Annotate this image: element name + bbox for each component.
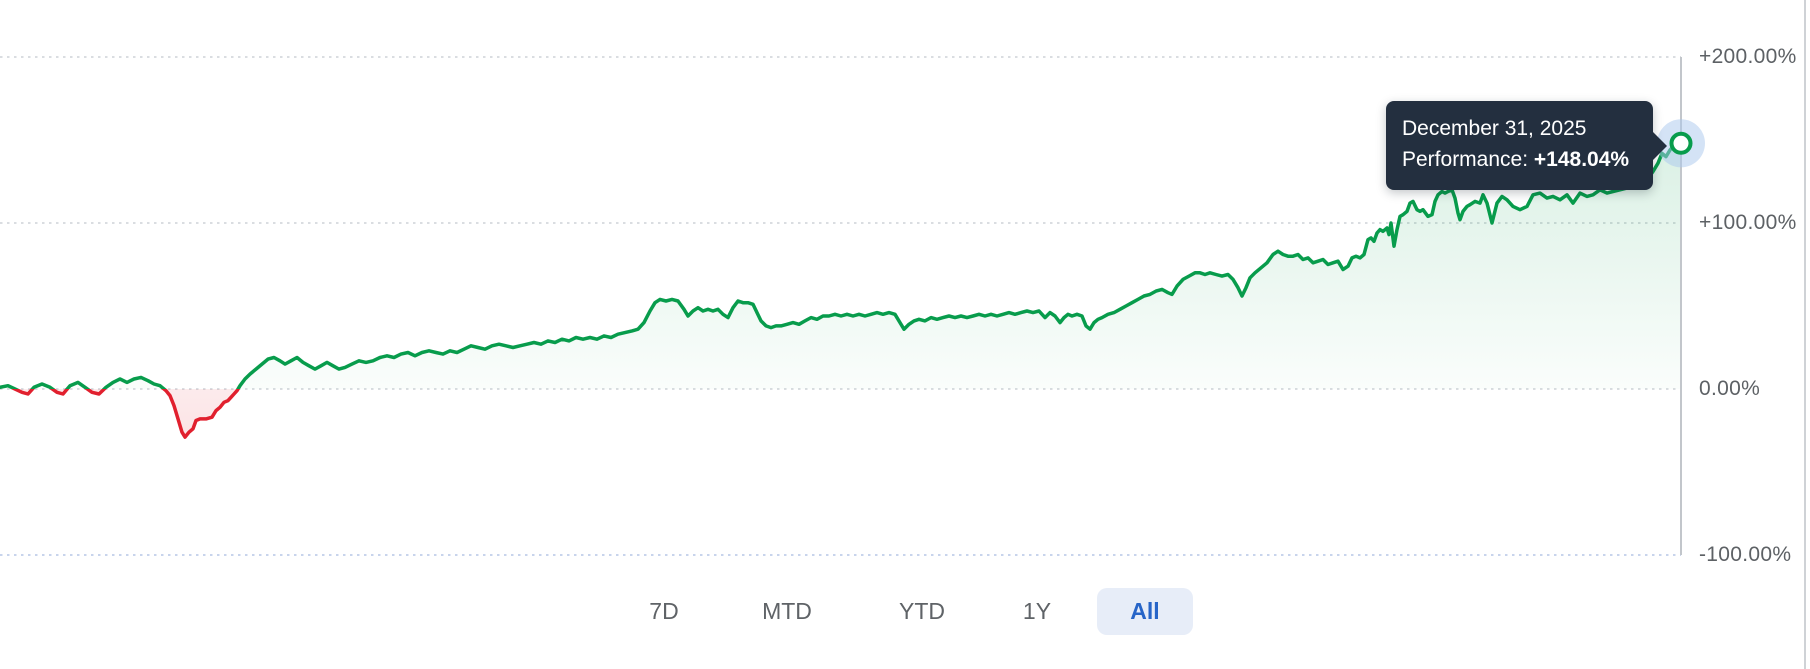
chart-tooltip: December 31, 2025 Performance: +148.04% <box>1386 101 1667 190</box>
y-axis-label-200: +200.00% <box>1699 45 1797 68</box>
range-selector: 7D MTD YTD 1Y All <box>0 588 1810 635</box>
range-button-7d[interactable]: 7D <box>649 598 679 624</box>
range-button-1y[interactable]: 1Y <box>1022 598 1052 624</box>
area-fill <box>0 143 1681 438</box>
tooltip-pointer <box>1652 130 1667 161</box>
performance-line-positive <box>0 141 1683 389</box>
tooltip-date: December 31, 2025 <box>1402 117 1587 140</box>
range-button-ytd[interactable]: YTD <box>899 598 945 624</box>
y-axis-label-100: +100.00% <box>1699 211 1797 234</box>
performance-line <box>0 141 1683 439</box>
area-fill-positive <box>0 143 1681 389</box>
range-button-mtd[interactable]: MTD <box>762 598 812 624</box>
tooltip-label: Performance: <box>1402 148 1534 171</box>
y-axis-label-neg100: -100.00% <box>1699 543 1792 566</box>
tooltip-value: +148.04% <box>1533 148 1630 171</box>
y-axis-label-0: 0.00% <box>1699 377 1761 400</box>
range-button-all[interactable]: All <box>1097 588 1193 635</box>
tooltip-performance: Performance: +148.04% <box>1402 144 1637 176</box>
cursor-dot <box>1669 131 1693 155</box>
panel-right-divider <box>1804 0 1806 669</box>
